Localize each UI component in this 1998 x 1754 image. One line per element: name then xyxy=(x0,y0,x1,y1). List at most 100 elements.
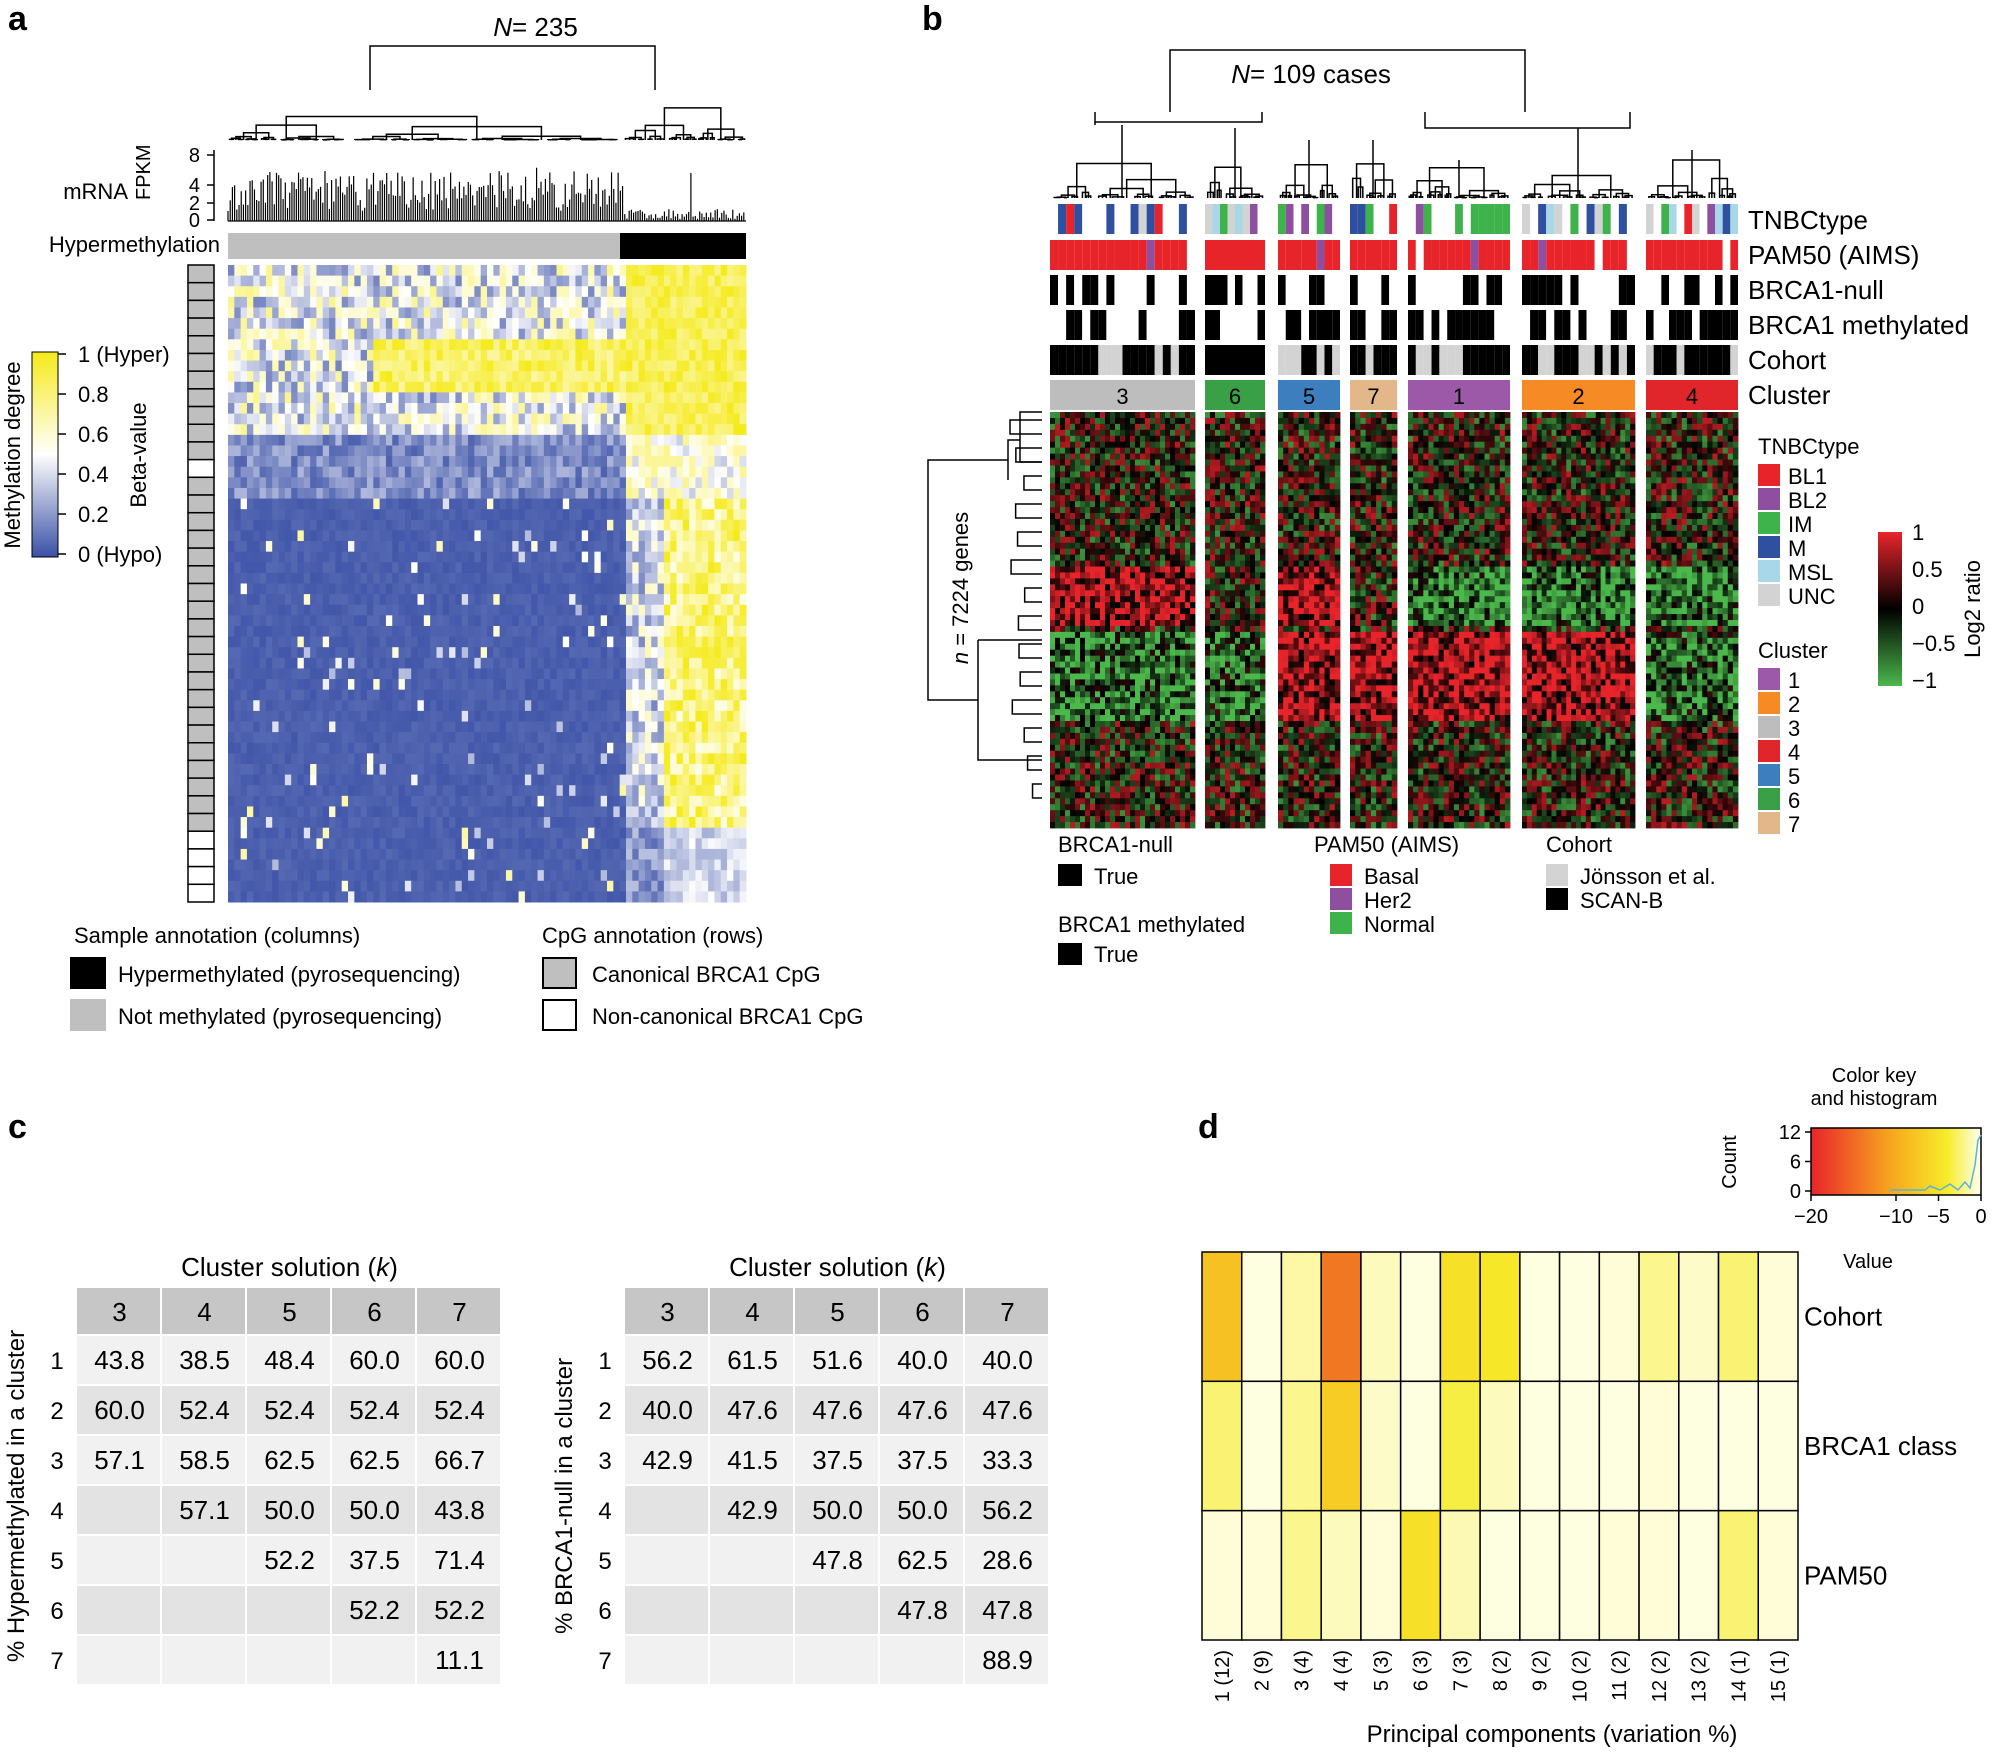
methylation-cell xyxy=(657,785,665,797)
methylation-cell xyxy=(417,339,425,351)
methylation-cell xyxy=(373,763,381,776)
methylation-cell xyxy=(265,785,273,797)
methylation-cell xyxy=(695,604,703,616)
methylation-cell xyxy=(493,827,501,839)
methylation-cell xyxy=(581,615,589,627)
methylation-cell xyxy=(392,562,400,574)
methylation-cell xyxy=(499,392,507,404)
methylation-cell xyxy=(720,679,728,691)
methylation-cell xyxy=(436,296,444,308)
methylation-cell xyxy=(625,572,633,584)
methylation-cell xyxy=(588,753,595,765)
methylation-cell xyxy=(524,360,532,372)
methylation-cell xyxy=(682,296,690,308)
methylation-cell xyxy=(430,721,437,733)
methylation-cell xyxy=(379,360,387,372)
methylation-cell xyxy=(234,721,242,733)
methylation-cell xyxy=(316,668,324,680)
methylation-cell xyxy=(682,339,690,351)
methylation-cell xyxy=(278,636,286,648)
methylation-cell xyxy=(303,721,311,733)
methylation-cell xyxy=(297,700,305,712)
methylation-cell xyxy=(708,827,715,839)
methylation-cell xyxy=(284,827,292,839)
methylation-cell xyxy=(638,286,646,298)
methylation-cell xyxy=(613,551,621,563)
methylation-cell xyxy=(600,848,608,861)
methylation-cell xyxy=(512,371,520,383)
methylation-cell xyxy=(474,806,482,818)
methylation-cell xyxy=(682,434,690,446)
methylation-cell xyxy=(575,710,583,723)
methylation-cell xyxy=(682,424,690,436)
methylation-cell xyxy=(537,349,545,362)
methylation-cell xyxy=(335,742,343,754)
methylation-cell xyxy=(512,594,520,606)
methylation-cell xyxy=(556,551,564,563)
methylation-cell xyxy=(278,307,286,319)
methylation-cell xyxy=(284,710,292,723)
methylation-cell xyxy=(594,509,602,521)
methylation-cell xyxy=(411,434,419,446)
methylation-cell xyxy=(246,371,254,383)
methylation-cell xyxy=(663,413,671,425)
methylation-cell xyxy=(493,636,501,648)
methylation-cell xyxy=(682,615,690,627)
methylation-cell xyxy=(689,318,696,330)
methylation-cell xyxy=(701,477,709,489)
methylation-cell xyxy=(411,625,419,638)
methylation-cell xyxy=(297,424,305,436)
methylation-cell xyxy=(392,339,400,351)
methylation-cell xyxy=(360,753,368,765)
methylation-cell xyxy=(644,509,652,521)
methylation-cell xyxy=(272,806,280,818)
methylation-cell xyxy=(537,827,545,839)
methylation-cell xyxy=(670,424,678,436)
methylation-cell xyxy=(594,700,602,712)
methylation-cell xyxy=(600,806,608,818)
methylation-cell xyxy=(531,848,539,861)
methylation-cell xyxy=(518,349,526,362)
methylation-cell xyxy=(619,498,627,510)
methylation-cell xyxy=(398,403,406,415)
methylation-cell xyxy=(676,434,684,446)
methylation-cell xyxy=(291,583,298,595)
methylation-cell xyxy=(493,742,501,754)
methylation-cell xyxy=(417,498,425,510)
methylation-cell xyxy=(670,806,678,818)
methylation-cell xyxy=(455,732,463,744)
methylation-cell xyxy=(657,636,665,648)
methylation-cell xyxy=(474,307,482,319)
methylation-cell xyxy=(316,318,324,330)
methylation-cell xyxy=(499,519,507,531)
methylation-cell xyxy=(291,657,298,669)
methylation-cell xyxy=(455,604,463,616)
methylation-cell xyxy=(442,774,450,786)
methylation-cell xyxy=(632,477,640,489)
methylation-cell xyxy=(455,742,463,754)
methylation-cell xyxy=(480,700,488,712)
methylation-cell xyxy=(537,763,545,776)
methylation-cell xyxy=(613,668,621,680)
methylation-cell xyxy=(600,817,608,829)
methylation-cell xyxy=(335,296,343,308)
methylation-cell xyxy=(335,477,343,489)
methylation-cell xyxy=(348,668,355,680)
methylation-cell xyxy=(385,477,393,489)
cpg-row-box xyxy=(187,653,215,673)
methylation-cell xyxy=(316,594,324,606)
methylation-cell xyxy=(644,456,652,468)
methylation-cell xyxy=(651,763,659,776)
methylation-cell xyxy=(588,371,595,383)
methylation-cell xyxy=(480,403,488,415)
methylation-cell xyxy=(316,763,324,776)
methylation-cell xyxy=(341,265,349,277)
cpg-row-box xyxy=(187,370,215,390)
methylation-cell xyxy=(493,392,501,404)
methylation-cell xyxy=(625,318,633,330)
methylation-cell xyxy=(644,562,652,574)
methylation-cell xyxy=(417,572,425,584)
methylation-cell xyxy=(657,296,665,308)
methylation-cell xyxy=(607,636,614,648)
